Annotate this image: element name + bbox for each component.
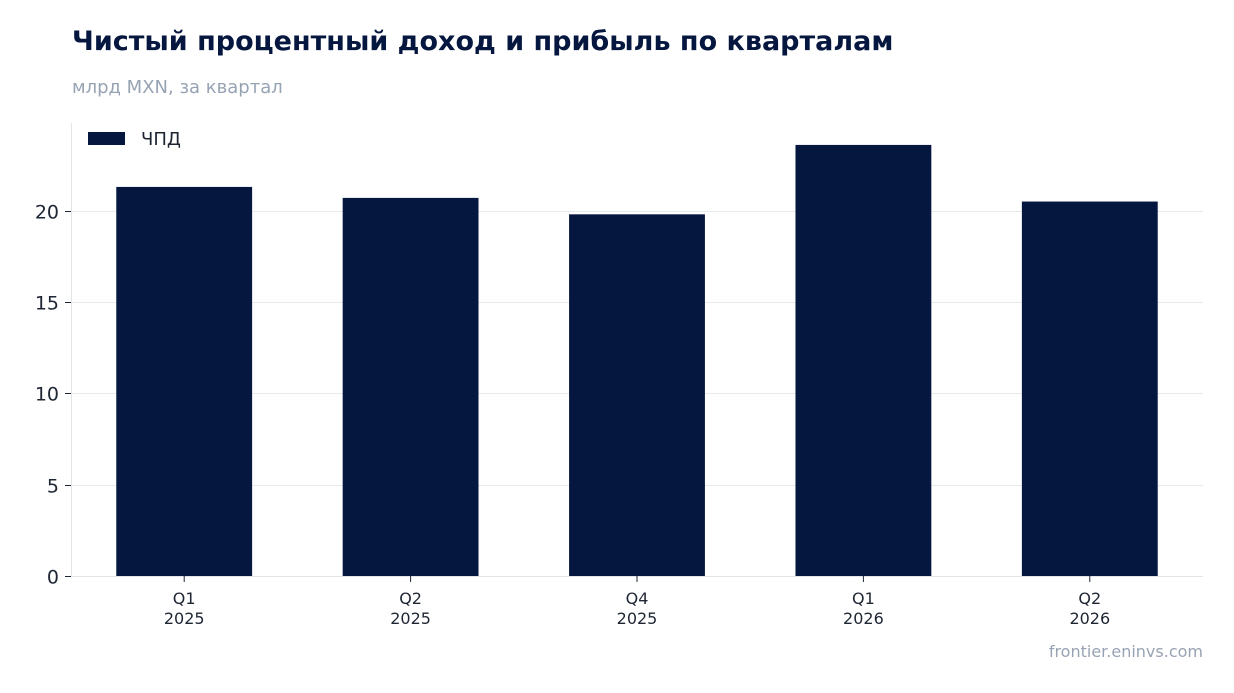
bar bbox=[795, 144, 932, 576]
x-tick-label: 2025 bbox=[164, 609, 205, 628]
legend-label: ЧПД bbox=[141, 129, 181, 150]
y-tick-label: 0 bbox=[47, 567, 59, 589]
y-tick-label: 15 bbox=[35, 293, 59, 315]
x-tick-label: 2026 bbox=[843, 609, 884, 628]
bar bbox=[342, 197, 479, 577]
x-tick-label: Q1 bbox=[852, 589, 875, 608]
bar bbox=[116, 186, 253, 576]
source-credit: frontier.eninvs.com bbox=[1048, 642, 1203, 661]
y-tick-label: 10 bbox=[35, 384, 59, 406]
bar bbox=[1021, 201, 1158, 576]
x-tick-label: Q4 bbox=[626, 589, 649, 608]
x-tick-label: Q2 bbox=[399, 589, 422, 608]
x-tick-label: 2026 bbox=[1069, 609, 1110, 628]
bars bbox=[116, 144, 1158, 577]
chart-subtitle: млрд MXN, за квартал bbox=[72, 77, 283, 98]
legend: ЧПД bbox=[88, 129, 181, 150]
chart-title: Чистый процентный доход и прибыль по ква… bbox=[72, 26, 894, 57]
x-tick-label: Q1 bbox=[173, 589, 196, 608]
y-ticks: 0 5 10 15 20 bbox=[35, 202, 71, 589]
x-tick-label: 2025 bbox=[617, 609, 658, 628]
x-tick-label: Q2 bbox=[1078, 589, 1101, 608]
bar bbox=[569, 214, 705, 577]
y-tick-label: 20 bbox=[35, 202, 59, 224]
x-tick-label: 2025 bbox=[390, 609, 431, 628]
legend-swatch bbox=[88, 132, 125, 145]
y-tick-label: 5 bbox=[47, 476, 59, 498]
